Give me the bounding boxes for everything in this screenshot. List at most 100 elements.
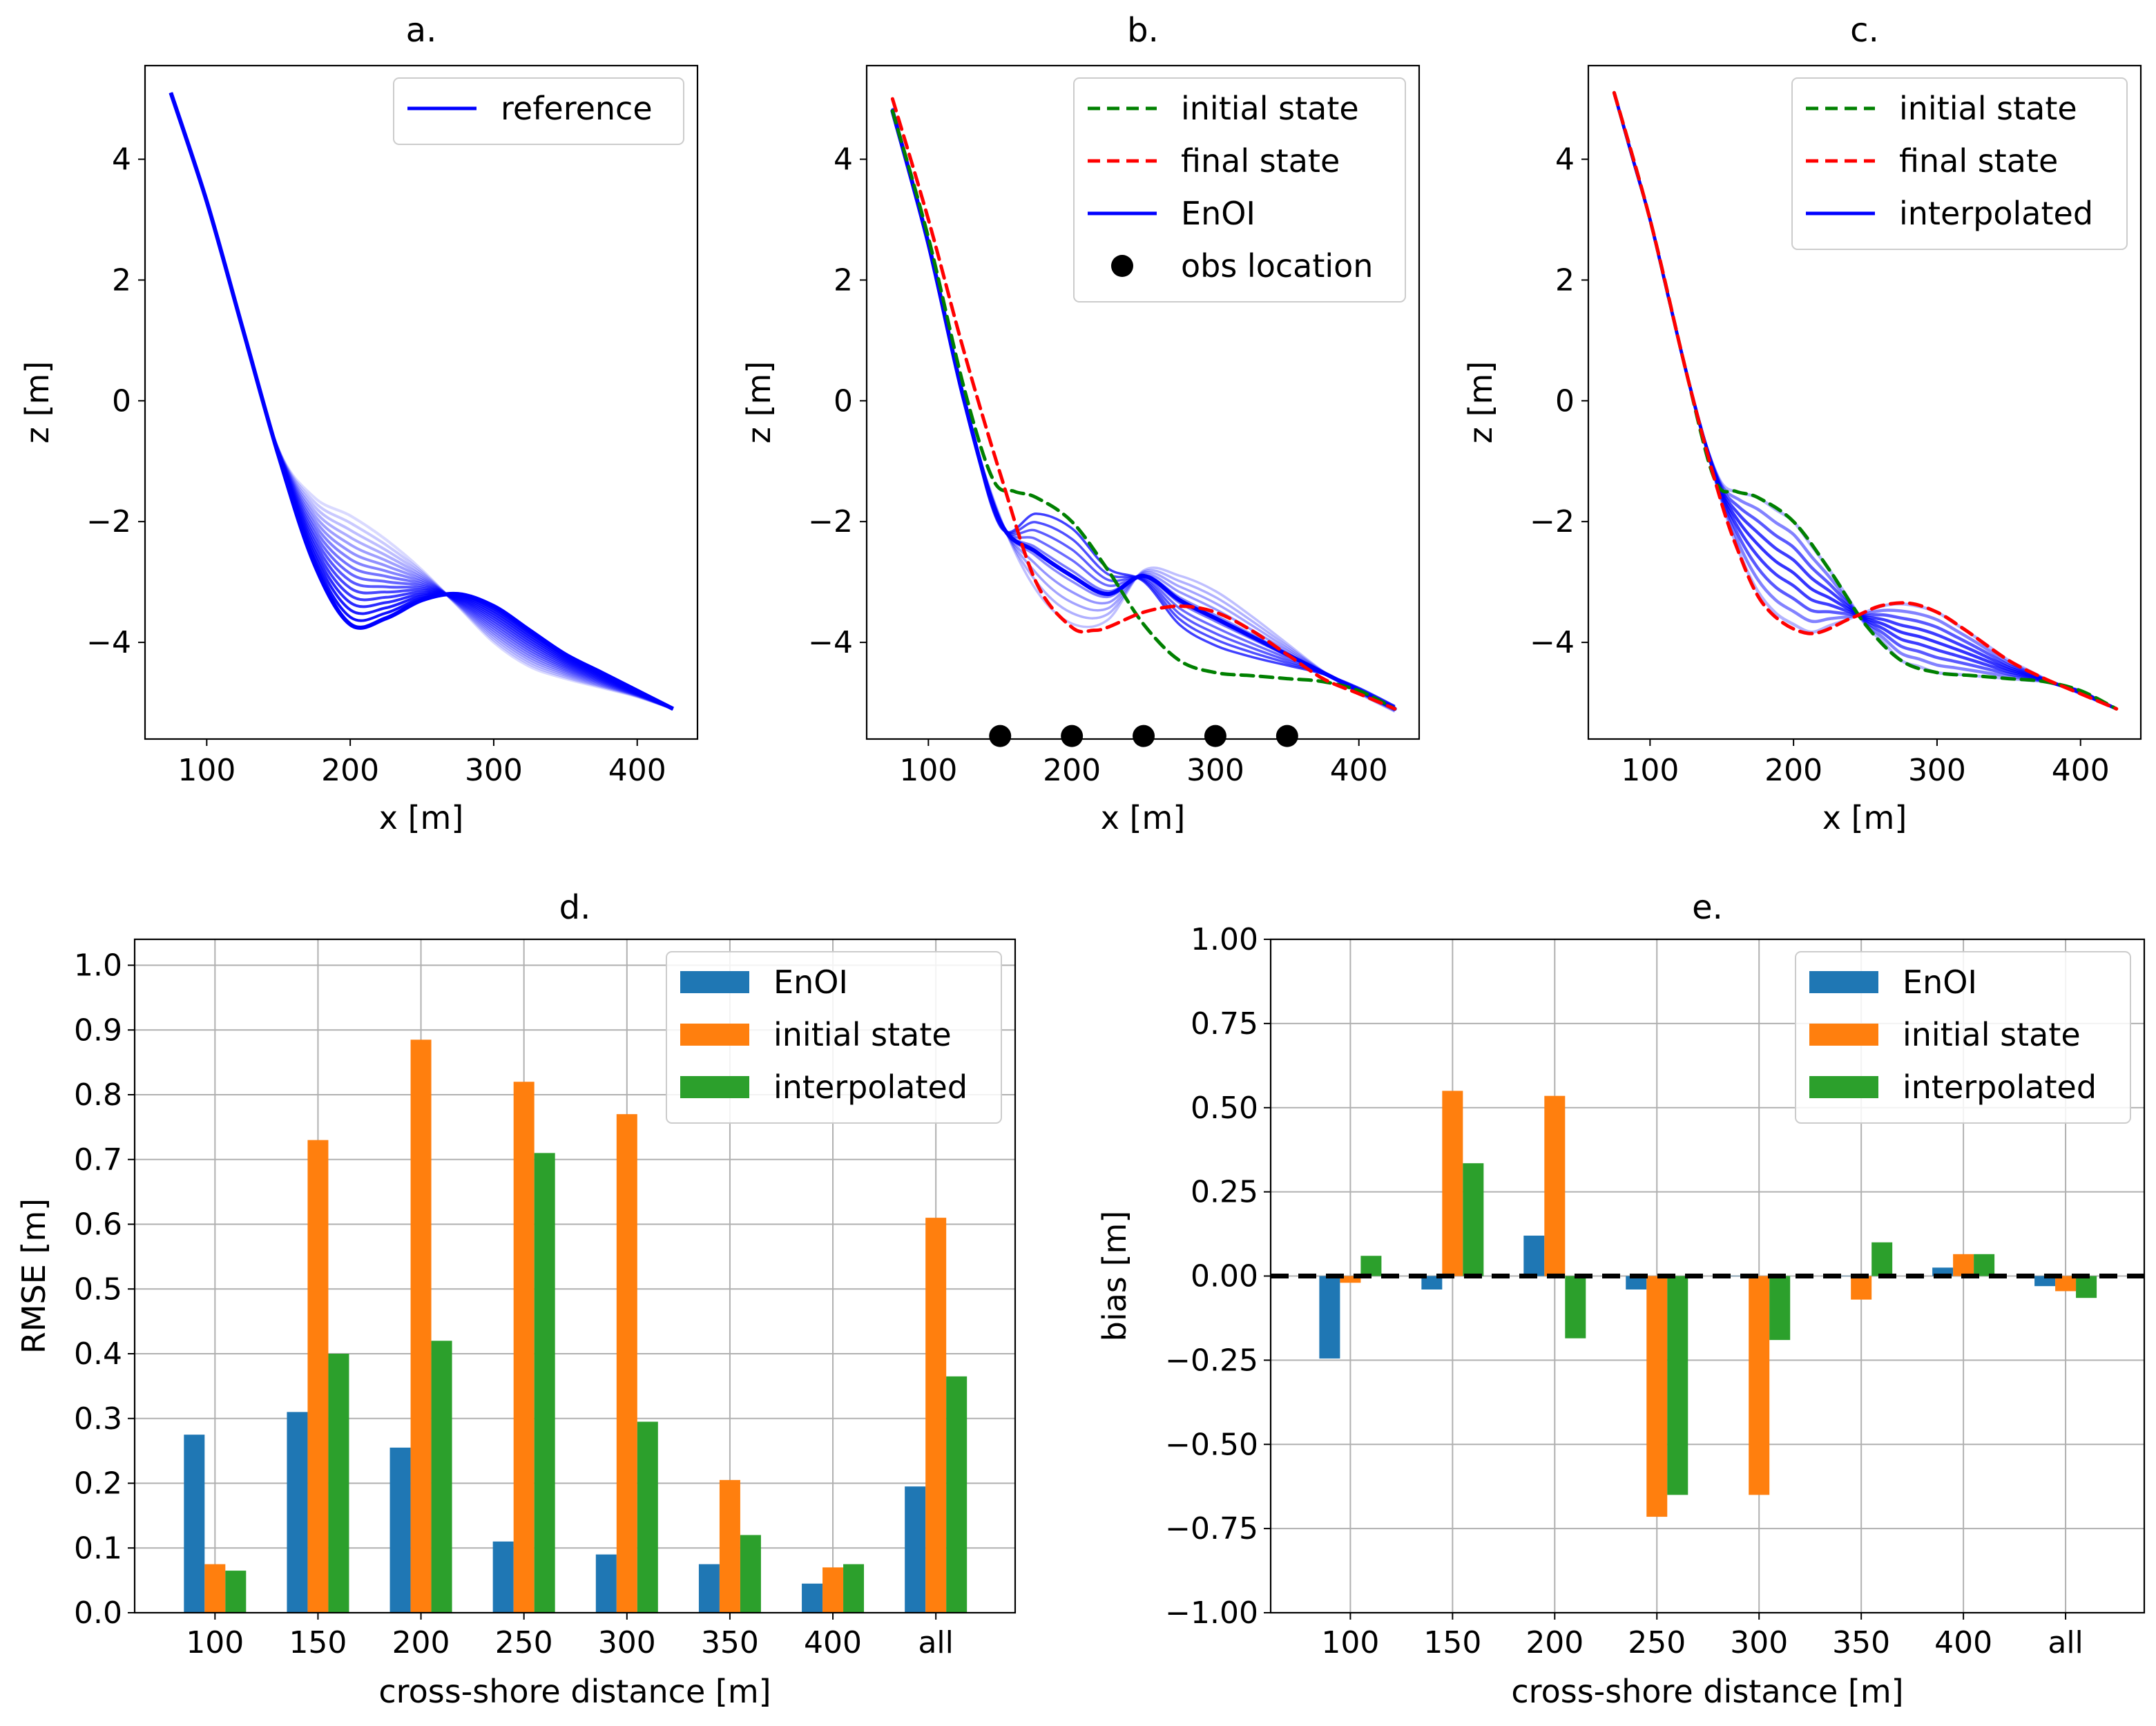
reference-line: [169, 92, 674, 711]
final-state-line: [1612, 90, 2119, 711]
panel-b: b. 100 200 300 400 −4 −2 0 2 4 x [m] z [m] initial s…: [740, 11, 1421, 836]
panel-title: b.: [1127, 11, 1159, 50]
x-tick-label: 400: [1934, 1625, 1992, 1660]
axes-frame: [1269, 938, 2146, 1614]
bar-initial-state: [1340, 1276, 1361, 1283]
y-tick-label: 0.9: [74, 1013, 122, 1048]
x-axis-label: x [m]: [379, 799, 464, 836]
reference-line: [169, 92, 675, 711]
x-tick-label: 150: [289, 1625, 347, 1660]
bar-initial-state: [410, 1039, 432, 1613]
panel-title: c.: [1850, 11, 1879, 50]
x-tick-label: 300: [598, 1625, 656, 1660]
axes-frame: [133, 938, 1017, 1614]
x-tick-label: 150: [1423, 1625, 1481, 1660]
panel-e: 1.00 0.75 0.50 0.25 0.00 −0.25 −0.50 −0.75 −1.00…: [1096, 888, 2146, 1710]
x-tick-label: all: [918, 1625, 953, 1660]
y-tick-label: −2: [86, 504, 131, 539]
bar-enoi: [1728, 1276, 1749, 1277]
legend-label: EnOI: [773, 963, 848, 1001]
reference-line: [169, 92, 674, 711]
bar-initial-state: [1544, 1095, 1566, 1276]
x-axis-label: cross-shore distance [m]: [378, 1673, 771, 1710]
y-tick-label: 0.8: [74, 1077, 122, 1113]
legend-box: [1795, 951, 2131, 1124]
y-tick-label: 0.75: [1191, 1006, 1258, 1042]
bar-initial-state: [1646, 1276, 1668, 1517]
legend-label: obs location: [1181, 247, 1373, 285]
x-tick-label: 400: [804, 1625, 862, 1660]
legend-swatch: [680, 971, 749, 993]
y-tick-label: 0.50: [1191, 1091, 1258, 1126]
y-tick-label: 0.4: [74, 1336, 122, 1372]
bar-enoi: [1319, 1276, 1340, 1359]
bar-interpolated: [1667, 1276, 1688, 1495]
bar-initial-state: [513, 1082, 535, 1613]
bar-interpolated: [1769, 1276, 1791, 1341]
bar-interpolated: [2076, 1276, 2097, 1298]
x-axis-label: cross-shore distance [m]: [1511, 1673, 1903, 1710]
y-tick-label: 0.1: [74, 1531, 122, 1566]
y-tick-label: 0.7: [74, 1142, 122, 1178]
legend-label: initial state: [1181, 90, 1359, 127]
y-tick-label: 0.3: [74, 1401, 122, 1437]
bar-initial-state: [204, 1564, 226, 1613]
bar-interpolated: [1565, 1276, 1586, 1339]
y-tick-label: −4: [808, 625, 853, 660]
bar-interpolated: [328, 1354, 349, 1613]
x-tick-label: 100: [1321, 1625, 1379, 1660]
interpolated-line: [1613, 92, 2117, 711]
panel-title: d.: [559, 888, 591, 927]
axes-frame: [865, 64, 1421, 740]
y-tick-label: −4: [86, 625, 131, 660]
bar-enoi: [1523, 1236, 1545, 1276]
bar-initial-state: [1749, 1276, 1770, 1495]
axes-frame: [1587, 64, 2142, 740]
legend-box: [1073, 77, 1406, 303]
y-tick-label: 0.6: [74, 1207, 122, 1243]
bar-initial-state: [925, 1218, 947, 1613]
y-tick-label: 4: [1555, 142, 1575, 178]
initial-state-line: [890, 109, 1397, 711]
legend-marker: [1111, 255, 1133, 277]
y-tick-label: 0.2: [74, 1466, 122, 1502]
reference-line: [169, 92, 674, 711]
x-tick-label: 400: [608, 753, 666, 788]
bar-interpolated: [1463, 1163, 1484, 1276]
reference-line: [169, 92, 674, 711]
x-tick-label: 400: [1330, 753, 1388, 788]
x-tick-label: 350: [701, 1625, 759, 1660]
reference-line: [169, 92, 674, 711]
obs-location-marker: [989, 725, 1012, 747]
y-tick-label: 0.25: [1191, 1175, 1258, 1210]
y-tick-label: 4: [112, 142, 131, 178]
bar-interpolated: [843, 1564, 865, 1613]
bar-initial-state: [719, 1479, 740, 1613]
bar-enoi: [184, 1435, 205, 1613]
y-tick-label: −4: [1530, 625, 1575, 660]
legend-swatch: [1809, 971, 1878, 993]
obs-location-marker: [1133, 725, 1155, 747]
bar-interpolated: [1871, 1242, 1893, 1276]
legend-label: EnOI: [1903, 963, 1977, 1001]
x-tick-label: 300: [1186, 753, 1244, 788]
x-tick-label: 350: [1832, 1625, 1890, 1660]
panel-title: a.: [406, 11, 437, 50]
legend-label: interpolated: [1903, 1068, 2097, 1106]
x-axis-label: x [m]: [1101, 799, 1186, 836]
y-tick-label: 2: [1555, 262, 1575, 298]
bar-initial-state: [1953, 1254, 1974, 1276]
x-tick-label: 400: [2052, 753, 2110, 788]
y-tick-label: 2: [112, 262, 131, 298]
x-tick-label: 250: [1628, 1625, 1686, 1660]
x-tick-label: 300: [1908, 753, 1966, 788]
bar-initial-state: [822, 1567, 844, 1613]
bar-enoi: [2034, 1276, 2056, 1287]
bar-interpolated: [637, 1421, 658, 1613]
y-tick-label: 4: [834, 142, 853, 178]
panel-a: a. 100 200 300 400 −4 −2 0 2 4 x [m] z [m] reference: [19, 11, 699, 836]
x-axis-label: x [m]: [1822, 799, 1907, 836]
reference-line: [169, 92, 674, 711]
obs-location-marker: [1204, 725, 1226, 747]
